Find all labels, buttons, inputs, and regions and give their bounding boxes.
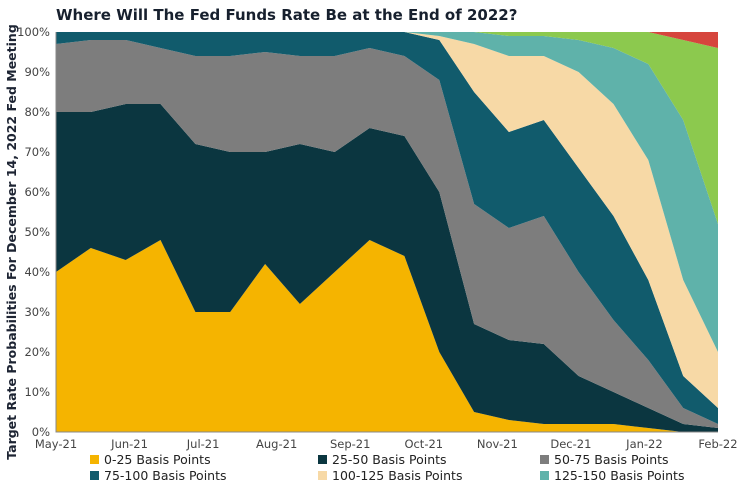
- series-area-6: [56, 32, 718, 224]
- series-area-0: [56, 240, 718, 432]
- legend-swatch: [90, 471, 99, 480]
- x-tick-label: Aug-21: [256, 437, 297, 451]
- legend-swatch: [540, 471, 549, 480]
- legend-label: 75-100 Basis Points: [104, 468, 227, 483]
- legend-label: 100-125 Basis Points: [332, 468, 463, 483]
- x-tick-label: Jun-21: [110, 437, 148, 451]
- x-tick-label: Feb-22: [698, 437, 737, 451]
- legend-label: 25-50 Basis Points: [332, 452, 447, 467]
- y-tick-label: 60%: [24, 185, 50, 199]
- y-tick-label: 70%: [24, 145, 50, 159]
- legend-item: 0-25 Basis Points: [90, 452, 211, 467]
- y-tick-label: 10%: [24, 385, 50, 399]
- series-areas: [56, 32, 718, 432]
- chart-title: Where Will The Fed Funds Rate Be at the …: [56, 6, 518, 24]
- legend-label: 125-150 Basis Points: [554, 468, 685, 483]
- y-tick-label: 80%: [24, 105, 50, 119]
- axis-lines: [55, 32, 718, 433]
- x-tick-label: Jan-22: [625, 437, 663, 451]
- y-tick-label: 50%: [24, 225, 50, 239]
- x-tick-label: Sep-21: [330, 437, 370, 451]
- x-tick-label: May-21: [35, 437, 77, 451]
- legend-label: 50-75 Basis Points: [554, 452, 669, 467]
- y-tick-label: 100%: [17, 25, 50, 39]
- x-tick-label: Jul-21: [186, 437, 220, 451]
- y-tick-label: 0%: [32, 425, 50, 439]
- legend-item: 100-125 Basis Points: [318, 468, 462, 483]
- legend-item: 125-150 Basis Points: [540, 468, 684, 483]
- legend-item: 75-100 Basis Points: [90, 468, 227, 483]
- legend-swatch: [318, 455, 327, 464]
- series-area-1: [56, 104, 718, 432]
- x-tick-label: Oct-21: [404, 437, 443, 451]
- y-tick-label: 40%: [24, 265, 50, 279]
- y-tick-label: 20%: [24, 345, 50, 359]
- legend-item: 50-75 Basis Points: [540, 452, 669, 467]
- y-tick-label: 90%: [24, 65, 50, 79]
- legend-swatch: [90, 455, 99, 464]
- legend-swatch: [540, 455, 549, 464]
- legend-item: 25-50 Basis Points: [318, 452, 447, 467]
- x-tick-label: Nov-21: [477, 437, 518, 451]
- series-area-2: [56, 40, 718, 428]
- legend: 0-25 Basis Points 25-50 Basis Points 50-75…: [90, 452, 730, 488]
- x-tick-label: Dec-21: [550, 437, 591, 451]
- y-axis-label: Target Rate Probabilities For December 1…: [4, 24, 19, 460]
- legend-swatch: [318, 471, 327, 480]
- series-area-3: [56, 32, 718, 424]
- y-tick-label: 30%: [24, 305, 50, 319]
- series-area-4: [56, 32, 718, 408]
- legend-label: 0-25 Basis Points: [104, 452, 211, 467]
- axes: 0% 10% 20% 30% 40% 50% 60% 70% 80% 90% 100% May-21 J…: [17, 25, 737, 451]
